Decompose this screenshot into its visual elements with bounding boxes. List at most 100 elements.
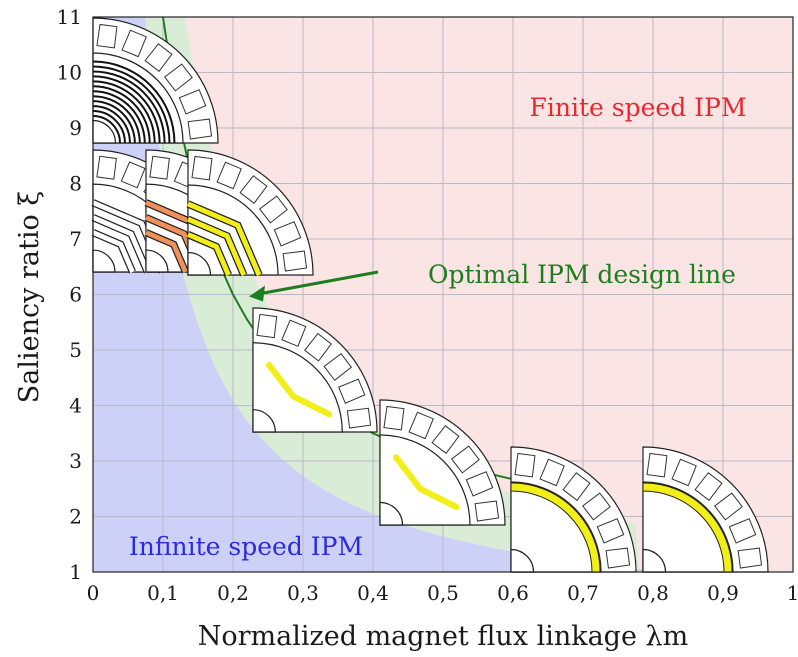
x-tick-label: 0,6 xyxy=(497,581,529,605)
barrier-fill xyxy=(92,215,150,273)
y-tick-label: 10 xyxy=(57,61,82,85)
y-axis-title: Saliency ratio ξ xyxy=(14,191,45,403)
stator-slot xyxy=(408,411,434,440)
x-tick-label: 0,5 xyxy=(427,581,459,605)
stator-slot xyxy=(694,472,723,502)
shaft xyxy=(145,249,169,273)
barrier-fill xyxy=(145,230,188,273)
rotor-outline xyxy=(187,184,279,276)
stator-slot xyxy=(338,378,366,404)
y-tick-label: 5 xyxy=(69,338,82,362)
x-tick-label: 0,9 xyxy=(707,581,739,605)
y-tick-label: 3 xyxy=(69,449,82,473)
stator-slot xyxy=(149,155,170,180)
stator-slot xyxy=(671,458,697,487)
shaft xyxy=(379,501,404,526)
stator-slot xyxy=(562,472,591,502)
y-tick-label: 9 xyxy=(69,116,82,140)
stator-slot xyxy=(187,118,213,140)
flux-barrier xyxy=(92,65,171,144)
motor-sketch-4 xyxy=(186,149,314,277)
motor-sketch-8 xyxy=(642,446,769,573)
shaft xyxy=(642,548,667,573)
stator-slot xyxy=(281,319,307,347)
magnet xyxy=(290,393,332,418)
rotor-outline xyxy=(642,481,734,573)
flux-barrier xyxy=(92,60,176,144)
x-tick-label: 0,1 xyxy=(147,581,179,605)
stator-slot xyxy=(163,63,193,92)
stator-slot xyxy=(605,547,631,569)
stator-slot xyxy=(465,471,494,497)
plot-frame xyxy=(92,16,794,573)
infinite-speed-region xyxy=(93,17,667,572)
flux-barrier xyxy=(92,70,166,144)
magnet xyxy=(510,482,601,573)
x-tick-label: 0,4 xyxy=(357,581,389,605)
flux-barrier xyxy=(92,95,141,144)
y-tick-label: 11 xyxy=(57,5,82,29)
x-tick-label: 0,3 xyxy=(287,581,319,605)
y-tick-label: 1 xyxy=(69,560,82,584)
stator-slot xyxy=(304,332,332,362)
x-tick-label: 0,8 xyxy=(637,581,669,605)
arrow-shaft xyxy=(260,270,379,295)
stator-slot xyxy=(539,458,565,487)
x-tick-label: 0,7 xyxy=(567,581,599,605)
magnet xyxy=(265,361,297,400)
annotation-arrow xyxy=(249,270,379,302)
stator-slot xyxy=(383,405,405,431)
x-tick-label: 1 xyxy=(787,581,798,605)
shaft xyxy=(92,249,116,273)
y-tick-labels: 1 2 3 4 5 6 7 8 9 10 11 xyxy=(57,5,82,584)
region-label-infinite: Infinite speed IPM xyxy=(129,532,363,561)
motor-sketch-6 xyxy=(379,399,506,526)
magnet xyxy=(642,482,733,573)
shaft xyxy=(252,409,276,433)
stator-slot xyxy=(96,23,118,49)
flux-barrier xyxy=(92,100,136,144)
stator-slot xyxy=(121,29,147,58)
stator-slot xyxy=(346,407,372,429)
stator-slot xyxy=(737,547,763,569)
shaft xyxy=(510,548,535,573)
barrier-fill xyxy=(187,216,247,276)
stator-slot xyxy=(474,500,500,522)
shaft xyxy=(92,119,117,144)
stator-slot xyxy=(178,89,207,115)
flux-barrier xyxy=(92,80,156,144)
stator-slot xyxy=(239,175,268,205)
stator-slot xyxy=(256,313,278,339)
y-tick-label: 8 xyxy=(69,172,82,196)
annotation-optimal-line: Optimal IPM design line xyxy=(428,260,736,289)
shaft xyxy=(187,251,212,276)
stator-slot xyxy=(728,518,757,544)
y-tick-label: 2 xyxy=(69,505,82,529)
stator-slot xyxy=(258,195,288,224)
magnet xyxy=(393,454,424,493)
barrier-fill xyxy=(92,230,135,273)
y-tick-label: 7 xyxy=(69,227,82,251)
arrow-head xyxy=(249,285,265,302)
y-tick-label: 6 xyxy=(69,283,82,307)
stator-slot xyxy=(120,161,146,189)
stator-slot xyxy=(323,353,353,381)
x-axis-title: Normalized magnet flux linkage λm xyxy=(198,621,689,652)
y-tick-label: 4 xyxy=(69,394,82,418)
stator-slot xyxy=(431,425,460,455)
stator-slot xyxy=(514,452,536,478)
flux-barrier xyxy=(92,75,161,144)
flux-barrier xyxy=(92,90,146,144)
stator-slot xyxy=(713,492,743,521)
flux-barrier xyxy=(92,110,126,144)
region-label-finite: Finite speed IPM xyxy=(530,93,747,122)
x-tick-labels: 0 0,1 0,2 0,3 0,4 0,5 0,6 0,7 0,8 0,9 1 xyxy=(87,581,798,605)
stator-slot xyxy=(273,221,302,247)
flux-barrier xyxy=(92,85,151,144)
stator-slot xyxy=(191,155,213,181)
barrier-fill xyxy=(187,201,262,276)
x-tick-label: 0 xyxy=(87,581,100,605)
motor-sketch-5 xyxy=(252,307,378,433)
